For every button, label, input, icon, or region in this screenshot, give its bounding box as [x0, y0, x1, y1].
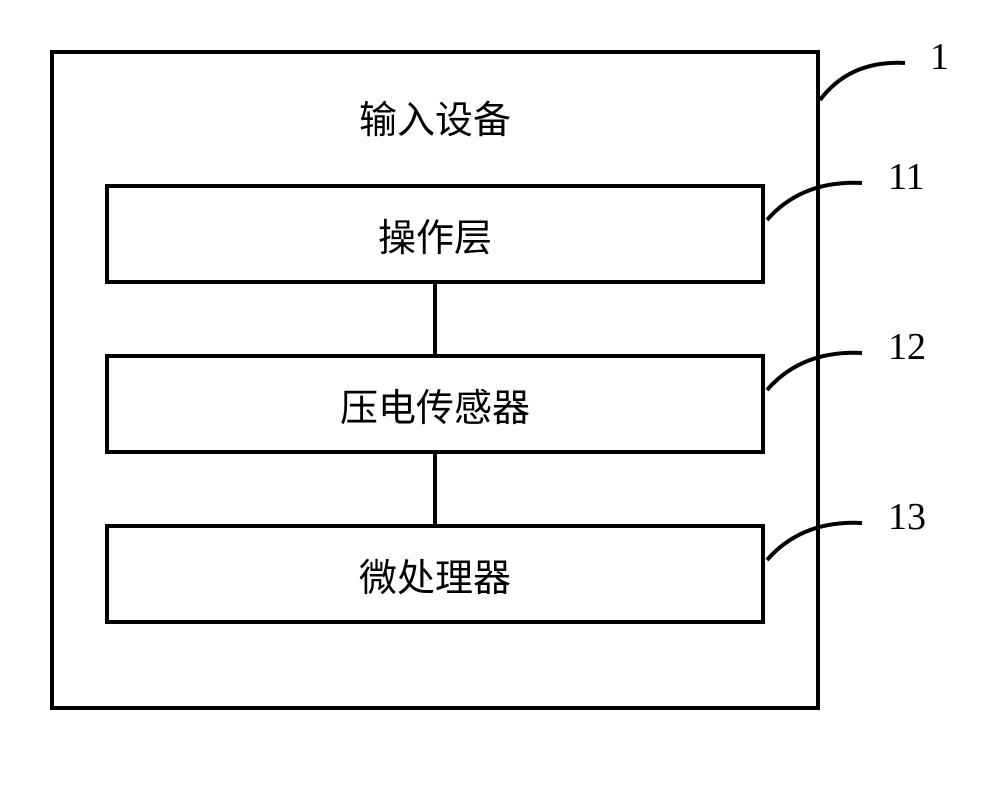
inner-box-1-label: 压电传感器 [340, 377, 530, 432]
inner-box-2-label: 微处理器 [359, 547, 511, 602]
callout-curve-icon [815, 45, 945, 105]
inner-box-1: 压电传感器 [105, 354, 765, 454]
inner-box-0: 操作层 [105, 184, 765, 284]
inner-box-2: 微处理器 [105, 524, 765, 624]
callout-outer-label: 1 [930, 35, 949, 79]
connector-1-2 [433, 454, 437, 524]
callout-inner-2-label: 13 [888, 495, 926, 539]
callout-inner-0 [762, 165, 902, 225]
callout-curve-icon [762, 165, 902, 225]
callout-inner-2 [762, 505, 902, 565]
callout-inner-1-label: 12 [888, 325, 926, 369]
outer-box: 输入设备 操作层 压电传感器 微处理器 [50, 50, 820, 710]
callout-inner-1 [762, 335, 902, 395]
callout-inner-0-label: 11 [888, 155, 925, 199]
diagram-container: 输入设备 操作层 压电传感器 微处理器 1 11 12 [50, 50, 850, 730]
callout-curve-icon [762, 335, 902, 395]
inner-box-0-label: 操作层 [378, 207, 492, 262]
callout-outer [815, 45, 945, 105]
callout-curve-icon [762, 505, 902, 565]
outer-box-title: 输入设备 [359, 89, 511, 144]
connector-0-1 [433, 284, 437, 354]
